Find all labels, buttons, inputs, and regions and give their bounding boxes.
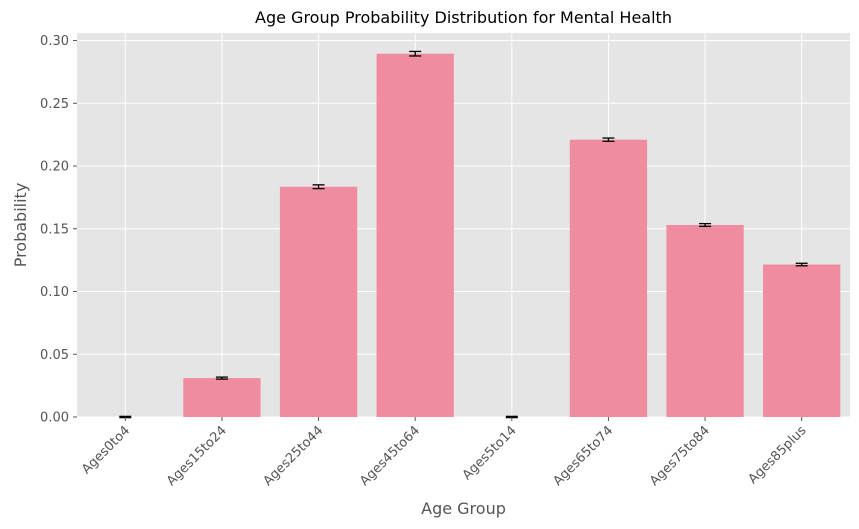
x-axis-label: Age Group [421, 499, 506, 518]
error-bar-Ages45to64 [409, 50, 422, 57]
error-bar-Ages65to74 [602, 137, 615, 142]
y-tick-label: 0.00 [40, 411, 69, 426]
x-tick-label: Ages5to14 [460, 423, 520, 483]
y-tick-label: 0.30 [40, 34, 69, 49]
y-tick-label: 0.15 [40, 222, 69, 237]
y-axis-ticks: 0.00 0.05 0.10 0.15 0.20 0.25 0.30 [40, 34, 77, 426]
bar-Ages65to74 [569, 139, 648, 417]
bars [183, 53, 841, 418]
error-bar-Ages15to24 [215, 376, 228, 380]
x-tick-label: Ages65to74 [550, 423, 616, 489]
bar-Ages15to24 [183, 378, 261, 417]
chart-title: Age Group Probability Distribution for M… [255, 8, 672, 27]
error-bar-Ages75to84 [699, 222, 712, 228]
x-tick-label: Ages25to44 [261, 423, 327, 489]
bar-Ages45to64 [376, 53, 454, 418]
x-tick-label: Ages15to24 [164, 423, 230, 489]
y-tick-label: 0.25 [40, 97, 69, 112]
bar-Ages75to84 [666, 225, 744, 417]
x-tick-label: Ages0to4 [79, 423, 133, 477]
x-tick-label: Ages75to84 [647, 423, 713, 489]
error-bar-Ages85plus [795, 262, 808, 267]
y-axis-label: Probability [11, 183, 30, 268]
bar-Ages85plus [763, 264, 841, 417]
y-tick-label: 0.05 [40, 348, 69, 363]
x-tick-label: Ages45to64 [357, 423, 423, 489]
bar-Ages25to44 [279, 186, 358, 417]
x-axis-ticks: Ages0to4 Ages15to24 Ages25to44 Ages45to64 Ag… [79, 417, 810, 489]
error-bar-Ages25to44 [312, 184, 325, 190]
y-tick-label: 0.20 [40, 160, 69, 175]
y-tick-label: 0.10 [40, 285, 69, 300]
x-tick-label: Ages85plus [746, 423, 810, 487]
